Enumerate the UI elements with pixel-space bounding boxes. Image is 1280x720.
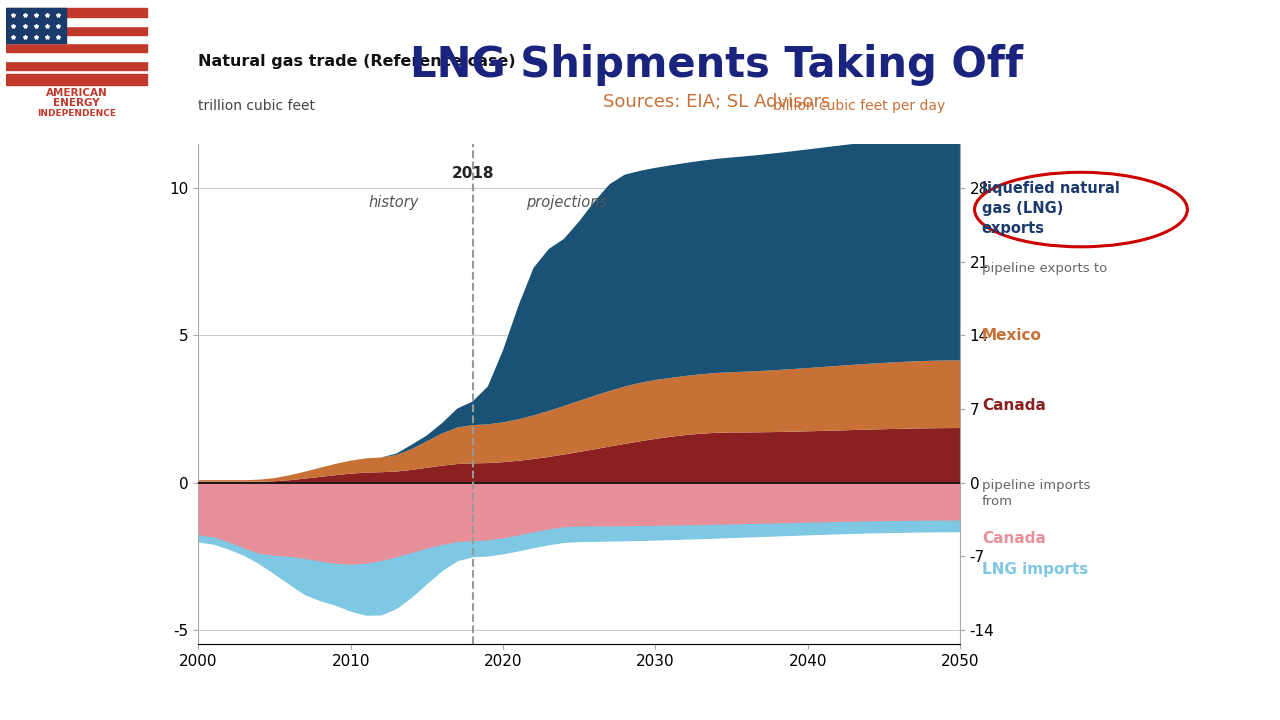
Text: LNG Shipments Taking Off: LNG Shipments Taking Off: [410, 44, 1024, 86]
Text: Canada: Canada: [982, 531, 1046, 546]
Bar: [6, 17, 147, 26]
Bar: [6, 43, 147, 53]
Text: liquefied natural
gas (LNG)
exports: liquefied natural gas (LNG) exports: [982, 181, 1120, 235]
Text: 2018: 2018: [452, 166, 494, 181]
Text: ENERGY: ENERGY: [54, 98, 100, 108]
Text: trillion cubic feet: trillion cubic feet: [198, 99, 315, 113]
Text: Mexico: Mexico: [982, 328, 1042, 343]
Bar: [6, 35, 147, 43]
Text: pipeline exports to: pipeline exports to: [982, 262, 1107, 275]
Bar: [6, 9, 147, 17]
Text: INDEPENDENCE: INDEPENDENCE: [37, 109, 116, 118]
Text: billion cubic feet per day: billion cubic feet per day: [773, 99, 945, 113]
Bar: [6, 26, 147, 35]
Text: Sources: EIA; SL Advisors: Sources: EIA; SL Advisors: [603, 93, 831, 111]
Text: AMERICAN: AMERICAN: [46, 89, 108, 98]
Bar: [6, 53, 147, 61]
Text: Canada: Canada: [982, 398, 1046, 413]
Text: LNG imports: LNG imports: [982, 562, 1088, 577]
Bar: [6, 61, 147, 70]
Text: history: history: [369, 195, 420, 210]
Text: projections: projections: [526, 195, 607, 210]
Text: pipeline imports
from: pipeline imports from: [982, 479, 1091, 508]
Text: Natural gas trade (Reference case): Natural gas trade (Reference case): [198, 54, 516, 69]
